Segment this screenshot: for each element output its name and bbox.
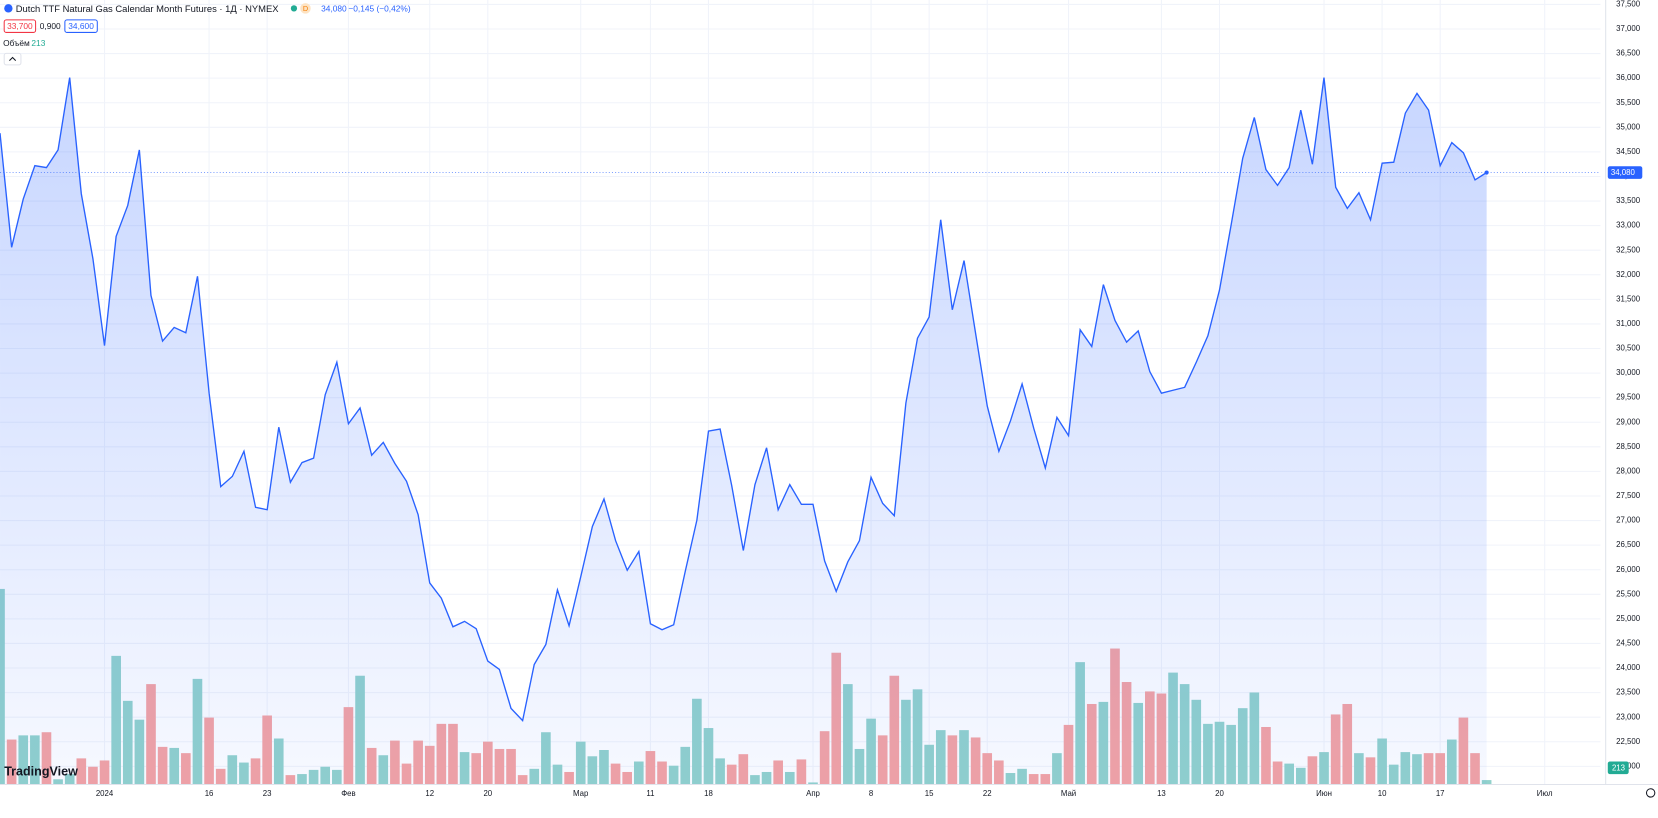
ask: 34,600 xyxy=(68,21,94,31)
x-tick-label: 12 xyxy=(425,789,434,798)
x-tick-label: Фев xyxy=(341,789,355,798)
y-tick-label: 29,000 xyxy=(1616,417,1641,426)
price xyxy=(0,77,1601,785)
y-tick-label: 35,500 xyxy=(1616,98,1641,107)
y-tick-label: 32,000 xyxy=(1616,270,1641,279)
collapse-button[interactable] xyxy=(3,52,22,66)
y-tick-label: 27,500 xyxy=(1616,491,1641,500)
y-tick-label: 37,500 xyxy=(1616,0,1641,9)
y-tick-label: 24,500 xyxy=(1616,639,1641,648)
axes: 22,00022,50023,00023,50024,00024,50025,0… xyxy=(96,0,1643,798)
x-tick-label: Июн xyxy=(1316,789,1332,798)
y-tick-label: 26,500 xyxy=(1616,540,1641,549)
y-tick-label: 33,000 xyxy=(1616,221,1641,230)
symbol-icon xyxy=(4,4,13,13)
x-tick-label: 10 xyxy=(1378,789,1387,798)
x-tick-label: 20 xyxy=(1215,789,1224,798)
price-change: −0,145 (−0,42%) xyxy=(348,4,410,14)
x-tick-label: 23 xyxy=(263,789,272,798)
x-tick-label: Апр xyxy=(806,789,820,798)
price-line xyxy=(0,77,1488,723)
symbol-title[interactable]: Dutch TTF Natural Gas Calendar Month Fut… xyxy=(16,3,280,14)
last-price-badge xyxy=(1607,166,1643,179)
x-tick-label: 15 xyxy=(925,789,934,798)
y-tick-label: 33,500 xyxy=(1616,196,1641,205)
volume-label: Объём xyxy=(3,38,30,48)
x-tick-label: 13 xyxy=(1157,789,1166,798)
watermark: TradingView xyxy=(4,764,78,778)
last-price-badge-text: 34,080 xyxy=(1611,168,1636,177)
y-tick-label: 29,500 xyxy=(1616,393,1641,402)
y-tick-label: 28,000 xyxy=(1616,466,1641,475)
last-price: 34,080 xyxy=(321,4,347,14)
volume-badge-text: 213 xyxy=(1612,763,1626,772)
last-point xyxy=(1484,170,1489,175)
status-text: D xyxy=(303,4,308,13)
volume-last: 213 xyxy=(31,38,45,48)
y-tick-label: 27,000 xyxy=(1616,516,1641,525)
y-tick-label: 31,500 xyxy=(1616,294,1641,303)
y-tick-label: 22,500 xyxy=(1616,737,1641,746)
y-tick-label: 35,000 xyxy=(1616,122,1641,131)
ask-box[interactable] xyxy=(64,19,98,33)
x-tick-label: 16 xyxy=(205,789,214,798)
x-tick-label: Июл xyxy=(1537,789,1553,798)
collapse-icon xyxy=(9,56,17,62)
y-tick-label: 25,000 xyxy=(1616,614,1641,623)
y-tick-label: 23,000 xyxy=(1616,712,1641,721)
y-tick-label: 28,500 xyxy=(1616,442,1641,451)
bid: 33,700 xyxy=(7,21,33,31)
price-area xyxy=(0,77,1487,785)
y-tick-label: 25,500 xyxy=(1616,589,1641,598)
status-badge[interactable] xyxy=(300,3,311,14)
x-tick-label: Мар xyxy=(573,789,589,798)
x-tick-label: 18 xyxy=(704,789,713,798)
y-tick-label: 32,500 xyxy=(1616,245,1641,254)
y-tick-label: 37,000 xyxy=(1616,24,1641,33)
settings-icon[interactable] xyxy=(1645,788,1656,798)
spread: 0,900 xyxy=(40,21,61,31)
y-tick-label: 36,500 xyxy=(1616,49,1641,58)
x-tick-label: 11 xyxy=(646,789,654,798)
x-tick-label: 20 xyxy=(483,789,492,798)
y-tick-label: 23,500 xyxy=(1616,688,1641,697)
y-tick-label: 31,000 xyxy=(1616,319,1641,328)
y-tick-label: 24,000 xyxy=(1616,663,1641,672)
volume-badge xyxy=(1607,761,1629,775)
y-tick-label: 30,000 xyxy=(1616,368,1641,377)
x-tick-label: Май xyxy=(1061,789,1076,798)
x-tick-label: 2024 xyxy=(96,789,114,798)
x-tick-label: 17 xyxy=(1436,789,1445,798)
y-tick-label: 26,000 xyxy=(1616,565,1641,574)
y-tick-label: 34,500 xyxy=(1616,147,1641,156)
y-tick-label: 36,000 xyxy=(1616,73,1641,82)
x-tick-label: 8 xyxy=(869,789,874,798)
x-tick-label: 22 xyxy=(983,789,992,798)
y-tick-label: 30,500 xyxy=(1616,344,1641,353)
market-status xyxy=(290,5,298,12)
bid-box[interactable] xyxy=(3,19,37,33)
